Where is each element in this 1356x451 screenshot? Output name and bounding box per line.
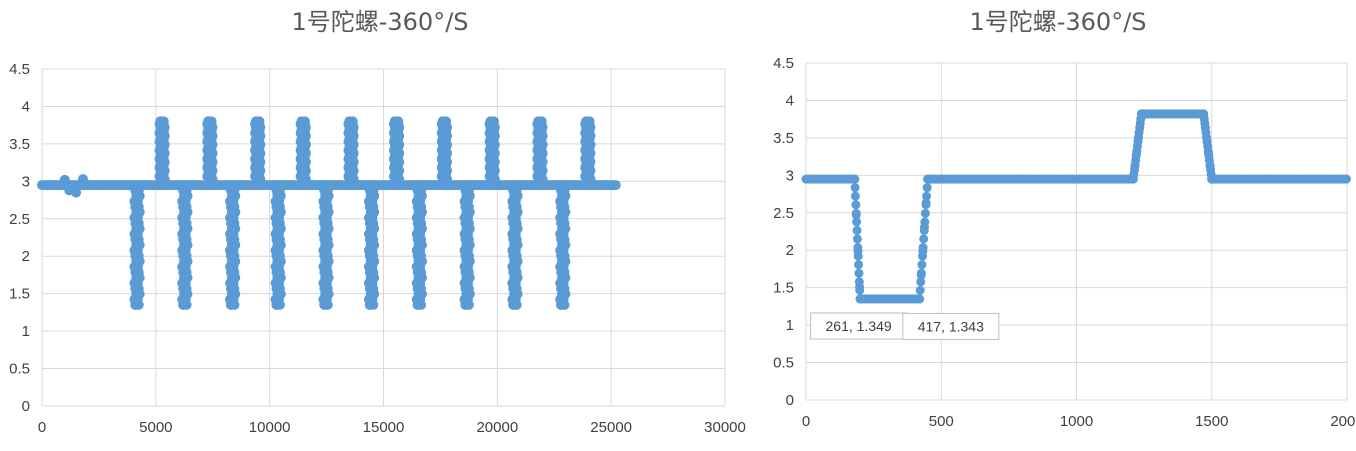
data-point	[852, 217, 862, 227]
data-point	[71, 187, 82, 198]
series-points	[37, 116, 621, 310]
data-point	[133, 288, 144, 299]
x-tick-label: 5000	[139, 419, 172, 436]
chart-left: 1号陀螺-360°/S 0 0.5 1 1.5 2 2.5 3 3.5 4 4.5 0 5000 100…	[9, 8, 746, 436]
data-label-box	[902, 312, 1000, 340]
data-point	[854, 277, 864, 287]
y-tick-label: 1	[786, 317, 794, 334]
x-tick-label: 1000	[1060, 413, 1093, 430]
data-point	[584, 127, 595, 138]
data-point	[347, 127, 358, 138]
data-point	[850, 174, 860, 184]
data-point	[855, 285, 865, 295]
y-tick-label: 0	[22, 398, 30, 415]
x-tick-label: 30000	[704, 419, 746, 436]
data-point	[299, 127, 310, 138]
series-points	[801, 109, 1351, 304]
x-tick-label: 500	[929, 413, 954, 430]
data-point	[229, 288, 240, 299]
y-tick-label: 3.5	[9, 136, 30, 153]
y-tick-label: 1.5	[773, 280, 794, 297]
data-point	[852, 234, 862, 244]
data-point	[368, 288, 379, 299]
data-point	[854, 268, 864, 278]
x-tick-label: 2000	[1330, 413, 1356, 430]
data-point	[915, 294, 925, 304]
data-point	[853, 243, 863, 253]
data-point	[181, 288, 192, 299]
y-tick-label: 2.5	[9, 211, 30, 228]
data-point	[916, 277, 926, 287]
chart-title: 1号陀螺-360°/S	[969, 8, 1147, 36]
data-point	[918, 243, 928, 253]
data-point	[850, 183, 860, 193]
data-point	[488, 127, 499, 138]
data-point	[559, 288, 570, 299]
x-tick-label: 0	[38, 419, 46, 436]
y-tick-label: 3	[786, 167, 794, 184]
data-point	[59, 174, 70, 185]
x-tick-label: 0	[802, 413, 810, 430]
x-tick-label: 20000	[476, 419, 518, 436]
data-point	[851, 208, 861, 218]
data-point	[463, 288, 474, 299]
data-point	[610, 180, 621, 191]
y-tick-label: 0.5	[9, 361, 30, 378]
data-point	[853, 251, 863, 261]
data-point	[536, 127, 547, 138]
data-point	[1341, 174, 1351, 184]
y-tick-label: 4.5	[773, 55, 794, 72]
y-tick-label: 4.5	[9, 61, 30, 78]
chart-title: 1号陀螺-360°/S	[291, 8, 469, 36]
y-tick-label: 2	[22, 248, 30, 265]
data-point	[77, 174, 88, 185]
gridlines	[41, 68, 726, 407]
data-point	[921, 200, 931, 210]
data-point	[917, 260, 927, 270]
data-point	[852, 225, 862, 235]
data-point	[916, 268, 926, 278]
y-tick-label: 2.5	[773, 205, 794, 222]
data-point	[274, 288, 285, 299]
data-point	[322, 288, 333, 299]
data-label: 417, 1.343	[918, 318, 984, 334]
data-point	[441, 127, 452, 138]
x-tick-label: 15000	[363, 419, 405, 436]
data-point	[850, 191, 860, 201]
data-point	[416, 288, 427, 299]
data-point	[920, 217, 930, 227]
data-point	[918, 251, 928, 261]
data-point	[854, 260, 864, 270]
y-tick-label: 3.5	[773, 130, 794, 147]
chart-left-svg: 0 0.5 1 1.5 2 2.5 3 3.5 4 4.5 0 5000 10000 15000 20000…	[9, 61, 746, 436]
data-point	[919, 225, 929, 235]
y-tick-label: 4	[786, 92, 794, 109]
data-point	[511, 288, 522, 299]
x-tick-label: 25000	[590, 419, 632, 436]
y-tick-label: 0	[786, 392, 794, 409]
chart-right-svg: 0 0.5 1 1.5 2 2.5 3 3.5 4 4.5 0 500 1000 1500 2000 261,…	[773, 55, 1356, 430]
y-tick-label: 2	[786, 242, 794, 259]
data-point	[851, 200, 861, 210]
data-point	[254, 127, 265, 138]
data-point	[206, 127, 217, 138]
x-tick-label: 1500	[1195, 413, 1228, 430]
y-tick-label: 0.5	[773, 355, 794, 372]
data-point	[919, 234, 929, 244]
y-tick-label: 3	[22, 173, 30, 190]
gridlines	[805, 62, 1348, 401]
x-tick-label: 10000	[249, 419, 291, 436]
data-point	[393, 127, 404, 138]
y-tick-label: 1	[22, 323, 30, 340]
chart-right: 1号陀螺-360°/S 0 0.5 1 1.5 2 2.5 3 3.5 4 4.5 0 500 1000…	[760, 0, 1356, 451]
y-tick-label: 1.5	[9, 286, 30, 303]
data-point	[922, 191, 932, 201]
data-label: 261, 1.349	[826, 318, 892, 334]
y-tick-label: 4	[22, 98, 30, 115]
data-point	[922, 183, 932, 193]
data-point	[920, 208, 930, 218]
data-point	[915, 285, 925, 295]
annotations: 261, 1.349 417, 1.343	[810, 312, 1000, 340]
data-point	[158, 127, 169, 138]
